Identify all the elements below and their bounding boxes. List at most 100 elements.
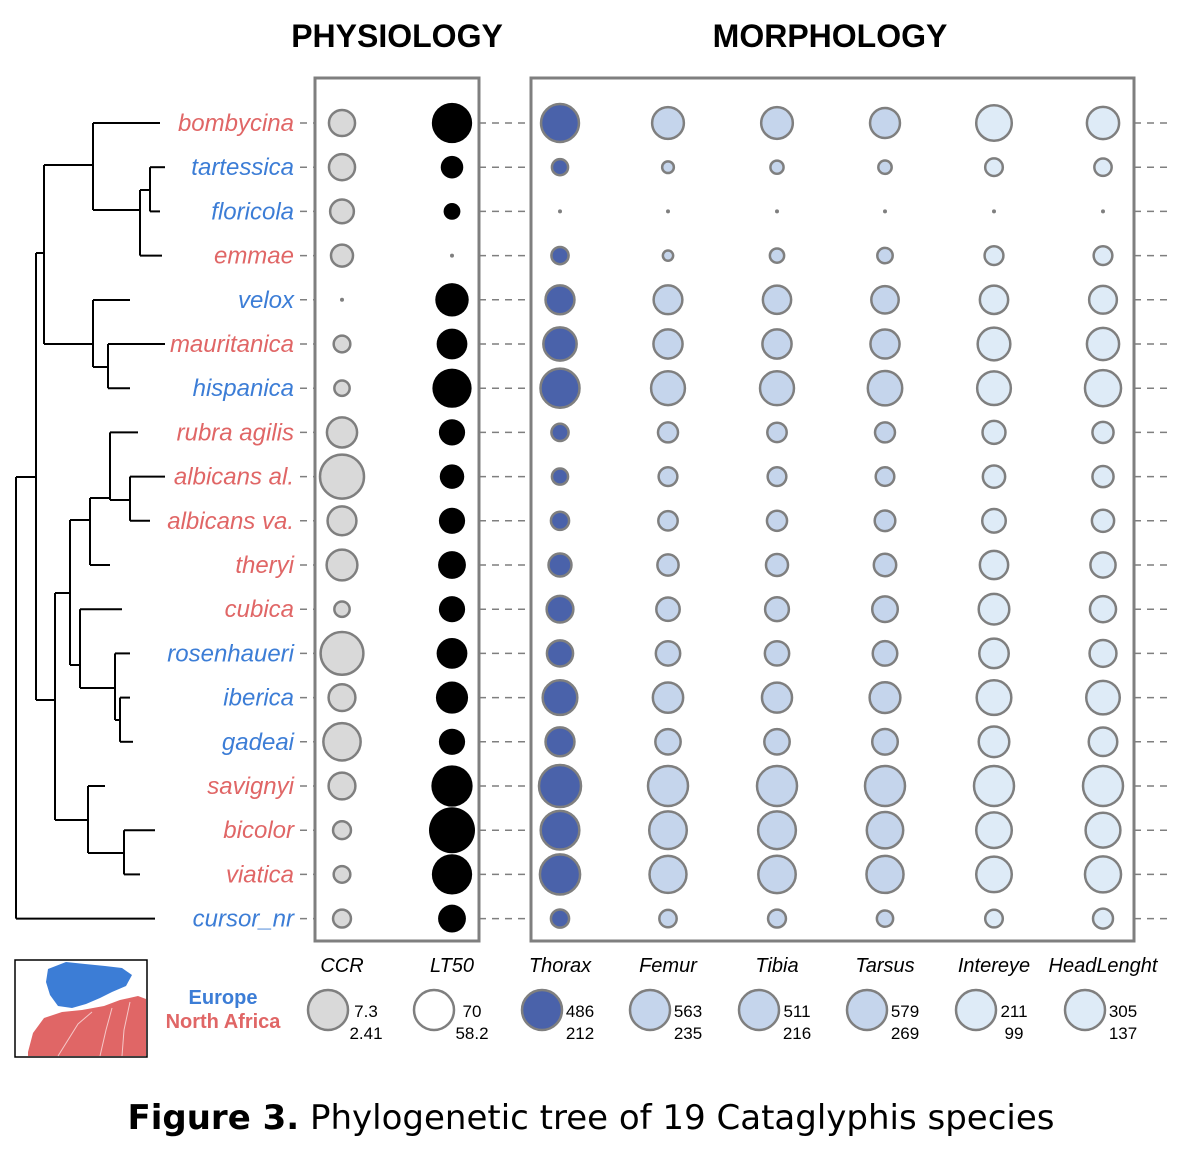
bubble-ccr — [329, 243, 355, 268]
bubble-intereye — [977, 725, 1011, 759]
bubble-tibia — [775, 209, 779, 214]
bubble-tarsus — [877, 159, 893, 176]
bubble-intereye — [983, 244, 1005, 267]
bubble-tibia — [756, 810, 798, 851]
bubble-lt50 — [438, 507, 466, 534]
morphology-header: MORPHOLOGY — [713, 18, 948, 54]
bubble-lt50 — [438, 596, 466, 623]
species-label: albicans al. — [174, 464, 294, 491]
size-key-circle — [520, 988, 564, 1032]
bubble-thorax — [550, 245, 570, 266]
bubble-femur — [651, 681, 685, 714]
species-label: hispanica — [193, 375, 294, 402]
map-legend — [14, 959, 148, 1058]
size-key-max: 511 — [783, 1002, 810, 1021]
bubble-lt50 — [432, 368, 472, 408]
species-label: savignyi — [207, 773, 294, 800]
species-label: velox — [238, 287, 295, 314]
bubble-intereye — [972, 764, 1016, 808]
species-label: bombycina — [178, 110, 294, 137]
species-label: cursor_nr — [193, 906, 295, 933]
species-label: floricola — [211, 198, 294, 225]
bubble-ccr — [319, 630, 365, 677]
figure-chart: PHYSIOLOGY MORPHOLOGY bombycina tartessic… — [14, 18, 1172, 1058]
bubble-tarsus — [883, 209, 887, 214]
size-legend: 7.3 2.41 70 58.2 486 212 563 235 511 216 579 269 211… — [306, 988, 1137, 1043]
variable-label: Tibia — [755, 955, 798, 977]
physiology-box — [313, 76, 481, 943]
bubble-headlenght — [1091, 420, 1115, 445]
bubble-tibia — [766, 908, 788, 929]
size-key-circle — [737, 988, 781, 1032]
size-key-circle — [845, 988, 889, 1032]
bubble-intereye — [976, 326, 1012, 362]
bubble-tibia — [763, 596, 791, 623]
bubble-lt50 — [440, 155, 464, 179]
bubble-thorax — [550, 422, 570, 443]
bubble-tibia — [764, 552, 790, 578]
bubble-lt50 — [436, 328, 468, 360]
bubble-intereye — [974, 811, 1014, 850]
bubble-ccr — [340, 297, 344, 302]
bubble-femur — [649, 370, 687, 407]
bubble-tibia — [763, 727, 791, 756]
bubble-thorax — [539, 102, 581, 144]
bubble-headlenght — [1088, 638, 1118, 669]
bubble-intereye — [981, 464, 1007, 490]
bubble-thorax — [541, 679, 579, 717]
bubble-lt50 — [431, 765, 473, 807]
bubble-intereye — [974, 103, 1014, 143]
size-key-min: 58.2 — [455, 1024, 488, 1043]
bubble-lt50 — [450, 253, 454, 258]
phylogenetic-tree — [15, 122, 165, 920]
europe-map-shape — [46, 962, 132, 1008]
size-key-circle — [306, 988, 350, 1032]
bubble-intereye — [978, 284, 1010, 316]
bubble-intereye — [977, 592, 1011, 626]
bubble-headlenght — [1083, 855, 1123, 894]
variable-label: HeadLenght — [1049, 955, 1159, 977]
size-key-max: 579 — [891, 1002, 919, 1021]
bubble-femur — [660, 160, 676, 175]
bubble-lt50 — [443, 202, 461, 220]
species-labels: bombycina tartessica floricola emmae velox ma… — [167, 110, 295, 933]
bubble-headlenght — [1090, 508, 1116, 534]
bubble-thorax — [549, 510, 571, 532]
size-key-min: 269 — [891, 1024, 919, 1043]
bubble-femur — [657, 509, 679, 532]
size-key-min: 2.41 — [349, 1024, 382, 1043]
size-key-circle — [954, 988, 998, 1032]
variable-label: Thorax — [529, 955, 592, 977]
bubble-femur — [648, 854, 688, 895]
bubble-tibia — [761, 328, 793, 360]
species-label: gadeai — [222, 729, 295, 756]
bubble-femur — [658, 908, 678, 929]
bubble-thorax — [545, 594, 575, 624]
legend-north-africa-label: North Africa — [166, 1011, 282, 1033]
bubble-tarsus — [865, 854, 905, 895]
bubble-intereye — [975, 370, 1013, 407]
species-label: mauritanica — [170, 331, 294, 358]
bubble-tibia — [766, 421, 788, 444]
bubble-femur — [661, 249, 675, 262]
bubble-intereye — [992, 209, 996, 214]
size-key-circle — [412, 988, 456, 1032]
species-label: rubra agilis — [177, 419, 294, 446]
bubble-intereye — [974, 855, 1014, 894]
morphology-box — [529, 76, 1136, 943]
bubble-lt50 — [435, 283, 469, 317]
bubble-thorax — [549, 908, 571, 929]
bubble-lt50 — [431, 102, 473, 144]
bubble-tibia — [761, 284, 793, 316]
bubble-tarsus — [873, 509, 897, 533]
bubble-thorax — [550, 157, 570, 177]
bubble-thorax — [539, 367, 581, 409]
size-key-min: 212 — [566, 1024, 594, 1043]
figure-caption: Figure 3. Phylogenetic tree of 19 Catagl… — [0, 1098, 1182, 1138]
bubble-headlenght — [1091, 464, 1115, 489]
bubble-ccr — [327, 771, 357, 801]
variable-label: Femur — [639, 955, 698, 977]
size-key-circle — [1063, 988, 1107, 1032]
species-label: bicolor — [223, 817, 295, 844]
bubble-ccr — [332, 334, 352, 354]
